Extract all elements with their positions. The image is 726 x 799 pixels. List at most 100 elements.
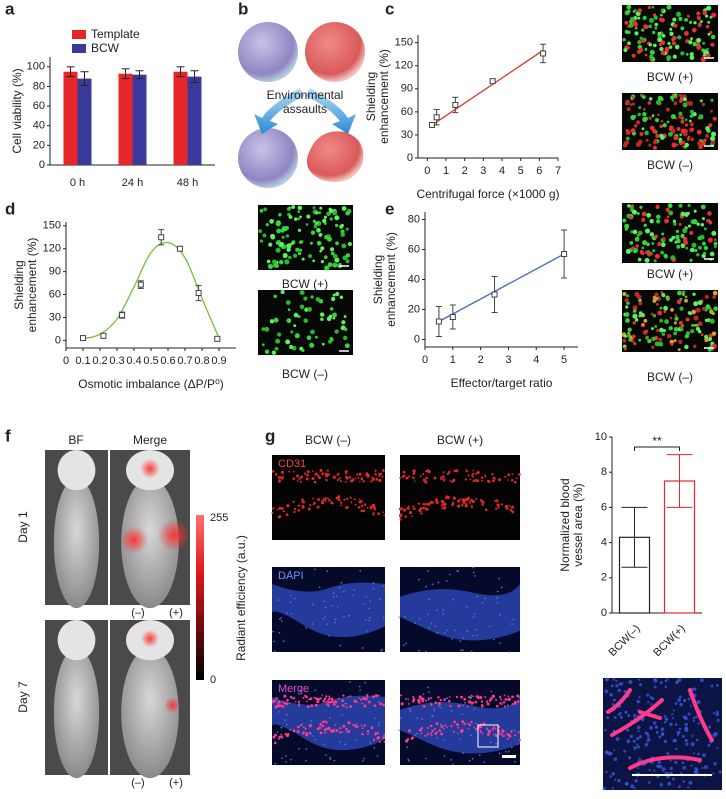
x-tick-label: 1 — [443, 165, 449, 177]
nucleus-dot — [660, 732, 665, 736]
nucleus-dot — [715, 713, 719, 717]
micrograph — [621, 290, 718, 352]
nucleus-dot — [373, 747, 376, 749]
cell-dot — [657, 31, 661, 36]
x-tick-label: 0 h — [70, 177, 85, 189]
cell-dot — [633, 124, 638, 128]
vessel-dot — [436, 731, 439, 733]
vessel-dot — [467, 727, 470, 730]
cell-dot — [330, 247, 335, 252]
nucleus-dot — [322, 617, 325, 620]
cell-dot — [674, 44, 680, 50]
vessel-dot — [468, 701, 471, 704]
vessel-dot — [413, 477, 416, 480]
vessel-dot — [289, 695, 293, 699]
cell-dot — [320, 317, 324, 321]
nucleus-dot — [618, 682, 622, 686]
nucleus-dot — [328, 634, 330, 637]
vessel-dot — [374, 472, 377, 476]
cell-dot — [629, 16, 635, 22]
cell-dot — [648, 24, 652, 29]
x-tick-label: 2 — [478, 354, 484, 366]
nucleus-dot — [274, 650, 276, 653]
vessel-dot — [296, 474, 299, 478]
cell-dot — [623, 334, 628, 338]
x-tick-label: 0.2 — [92, 355, 107, 367]
nucleus-dot — [475, 628, 477, 631]
vessel-dot — [451, 503, 454, 507]
nucleus-dot — [718, 770, 722, 774]
vessel-dot — [361, 702, 364, 705]
x-axis-label: Centrifugal force (×1000 g) — [416, 187, 559, 201]
vessel-dot — [467, 496, 470, 500]
vessel-dot — [402, 470, 406, 474]
cell-dot — [657, 95, 663, 101]
vessel-dot — [304, 727, 307, 730]
nucleus-dot — [405, 642, 407, 645]
cell-dot — [669, 339, 674, 345]
vessel-dot — [404, 515, 408, 518]
vessel-dot — [419, 474, 422, 477]
x-tick-label: 5 — [561, 354, 567, 366]
cell-dot — [267, 263, 274, 270]
cell-dot — [319, 249, 322, 253]
nucleus-dot — [638, 757, 641, 760]
nucleus-dot — [638, 696, 641, 699]
vessel-dot — [275, 472, 277, 475]
nucleus-dot — [512, 618, 515, 621]
cell-dot — [288, 215, 293, 219]
cell-dot — [636, 233, 640, 237]
nucleus-dot — [602, 787, 606, 791]
vessel-dot — [311, 470, 314, 472]
nucleus-dot — [481, 602, 484, 604]
vessel-dot — [434, 701, 438, 704]
cell-dot — [332, 253, 338, 259]
vessel-dot — [360, 504, 364, 508]
cell-dot — [301, 348, 305, 352]
vessel-dot — [367, 733, 369, 735]
legend-swatch — [72, 30, 86, 39]
cell-dot — [653, 259, 657, 263]
x-tick-label: 3 — [505, 354, 511, 366]
nucleus-dot — [432, 715, 434, 717]
vessel-dot — [442, 727, 445, 730]
vessel-dot — [341, 699, 345, 703]
cell-dot — [680, 51, 685, 56]
nucleus-dot — [305, 626, 307, 629]
cell-dot — [677, 348, 681, 352]
panel-letter: c — [385, 0, 394, 18]
nucleus-dot — [661, 769, 665, 772]
vessel-dot — [325, 695, 328, 698]
vessel-dot — [459, 498, 462, 501]
vessel-dot — [420, 512, 423, 515]
nucleus-dot — [354, 724, 357, 726]
cell-dot — [680, 234, 685, 239]
colorbar-max: 255 — [210, 512, 228, 524]
vessel-dot — [383, 514, 386, 517]
cell-dot — [307, 306, 312, 312]
nucleus-dot — [688, 780, 693, 785]
data-point — [100, 332, 107, 339]
vessel-dot — [506, 737, 509, 740]
cell-dot — [687, 203, 691, 207]
cell-dot — [646, 212, 652, 218]
nucleus-dot — [472, 566, 475, 569]
vessel-dot — [301, 500, 305, 504]
nucleus-dot — [369, 600, 372, 602]
nucleus-dot — [612, 698, 616, 702]
nucleus-dot — [332, 592, 335, 594]
vessel-dot — [325, 720, 328, 724]
vessel-dot — [411, 476, 414, 479]
cell-dot — [314, 335, 318, 339]
cell-dot — [635, 244, 639, 248]
nucleus-dot — [682, 715, 687, 720]
vessel-dot — [466, 470, 469, 473]
x-tick-label: 0.6 — [160, 355, 175, 367]
panel-letter: e — [385, 199, 394, 218]
bar — [132, 74, 147, 165]
nucleus-dot — [373, 717, 376, 720]
cell-dot — [275, 338, 281, 344]
vessel-dot — [348, 476, 352, 479]
cell-dot — [284, 259, 290, 265]
vessel-dot — [302, 696, 305, 699]
